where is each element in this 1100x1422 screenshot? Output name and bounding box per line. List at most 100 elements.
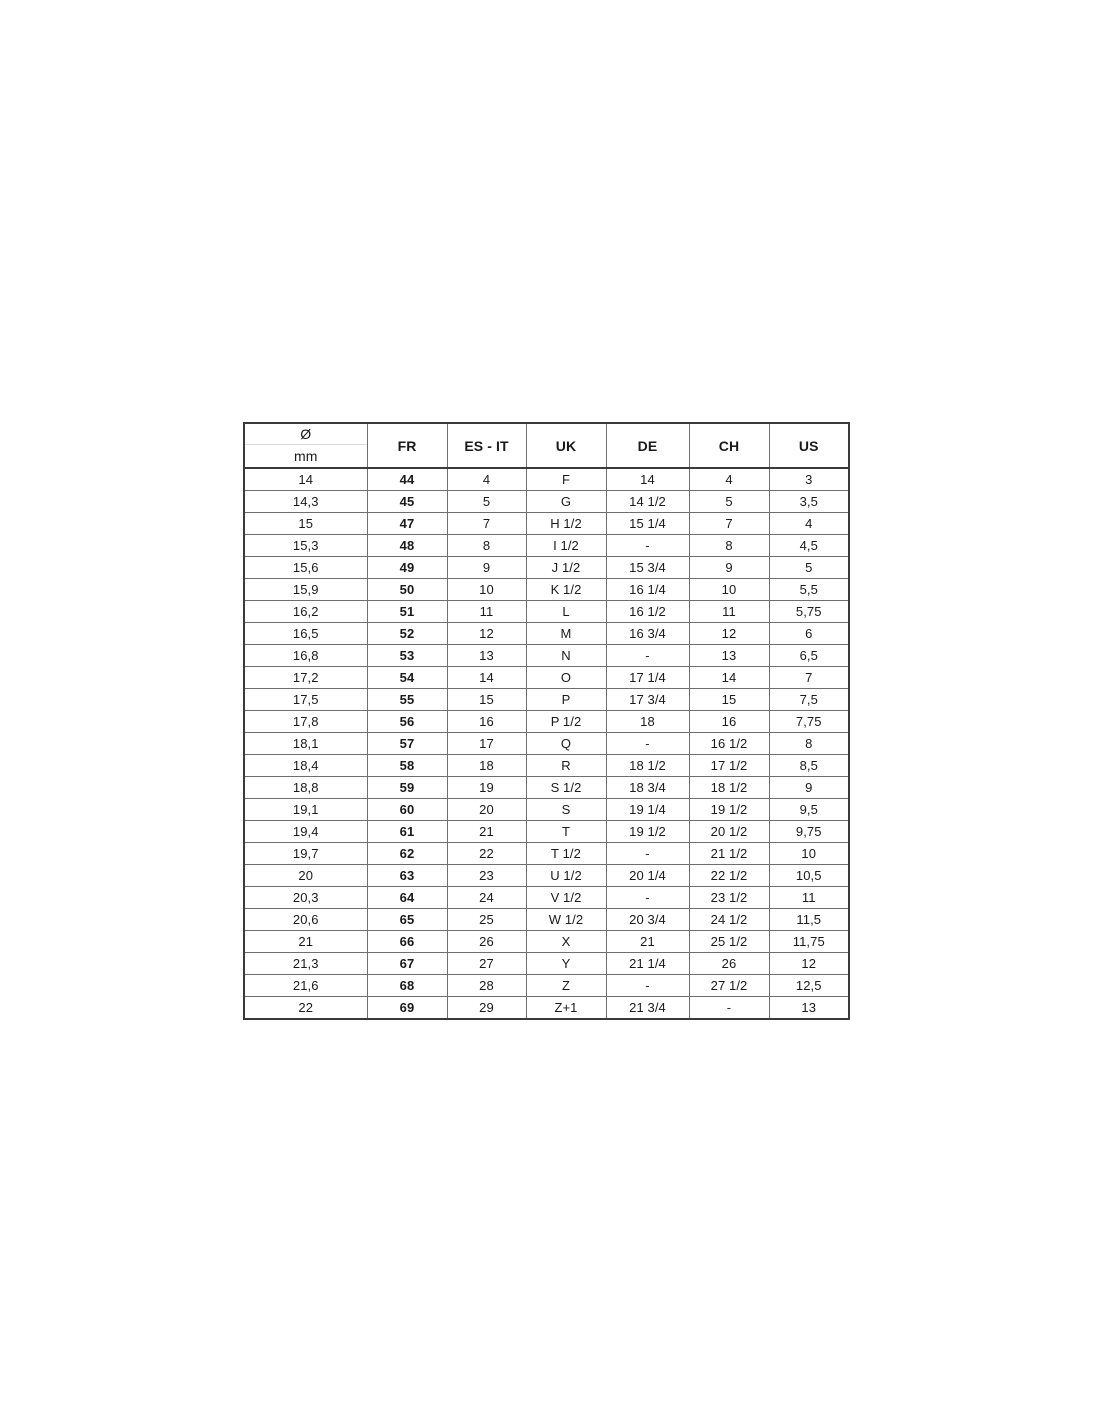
cell-ch: 25 1/2	[688, 930, 770, 953]
column-header-diameter-symbol: Ø	[245, 424, 367, 445]
cell-ch: 19 1/2	[688, 798, 770, 821]
cell-uk: T	[525, 820, 607, 843]
cell-mm: 15	[243, 512, 368, 535]
cell-de: -	[605, 842, 690, 865]
table-row: 14,3 45 5 G 14 1/2 5 3,5	[243, 490, 850, 513]
column-header-us: US	[768, 422, 850, 469]
cell-ch: 26	[688, 952, 770, 975]
cell-mm: 16,8	[243, 644, 368, 667]
cell-us: 5,75	[768, 600, 850, 623]
cell-us: 9	[768, 776, 850, 799]
cell-fr: 47	[366, 512, 448, 535]
cell-mm: 22	[243, 996, 368, 1020]
cell-uk: Y	[525, 952, 607, 975]
cell-esit: 26	[446, 930, 527, 953]
cell-us: 5	[768, 556, 850, 579]
cell-mm: 19,7	[243, 842, 368, 865]
cell-esit: 22	[446, 842, 527, 865]
cell-esit: 13	[446, 644, 527, 667]
cell-fr: 51	[366, 600, 448, 623]
cell-ch: 5	[688, 490, 770, 513]
cell-ch: 15	[688, 688, 770, 711]
ring-size-conversion-table: Ø mm FR ES - IT UK DE CH US 14 44 4 F 14 4 3 14…	[243, 422, 850, 1020]
cell-esit: 9	[446, 556, 527, 579]
cell-ch: 4	[688, 467, 770, 491]
cell-fr: 58	[366, 754, 448, 777]
cell-de: 17 1/4	[605, 666, 690, 689]
cell-uk: F	[525, 467, 607, 491]
cell-de: 15 3/4	[605, 556, 690, 579]
cell-ch: 12	[688, 622, 770, 645]
column-header-diameter-mm: Ø mm	[243, 422, 368, 469]
cell-uk: L	[525, 600, 607, 623]
cell-de: 20 3/4	[605, 908, 690, 931]
cell-us: 7,75	[768, 710, 850, 733]
cell-mm: 15,3	[243, 534, 368, 557]
cell-ch: 13	[688, 644, 770, 667]
cell-fr: 67	[366, 952, 448, 975]
cell-ch: 20 1/2	[688, 820, 770, 843]
cell-esit: 23	[446, 864, 527, 887]
cell-de: -	[605, 732, 690, 755]
cell-uk: Z+1	[525, 996, 607, 1020]
table-row: 18,1 57 17 Q -16 1/2 8	[243, 732, 850, 755]
cell-ch: 27 1/2	[688, 974, 770, 997]
cell-esit: 24	[446, 886, 527, 909]
cell-ch: -	[688, 996, 770, 1020]
cell-esit: 11	[446, 600, 527, 623]
cell-fr: 61	[366, 820, 448, 843]
cell-uk: T 1/2	[525, 842, 607, 865]
cell-esit: 28	[446, 974, 527, 997]
table-row: 22 69 29 Z+1 21 3/4-13	[243, 996, 850, 1020]
cell-mm: 18,4	[243, 754, 368, 777]
cell-fr: 55	[366, 688, 448, 711]
table-row: 15,3 48 8 I 1/2-8 4,5	[243, 534, 850, 557]
table-row: 17,5 55 15 P 17 3/4 15 7,5	[243, 688, 850, 711]
cell-us: 9,5	[768, 798, 850, 821]
cell-de: 19 1/2	[605, 820, 690, 843]
cell-de: 16 3/4	[605, 622, 690, 645]
cell-de: 21 1/4	[605, 952, 690, 975]
cell-mm: 17,8	[243, 710, 368, 733]
cell-mm: 21	[243, 930, 368, 953]
cell-esit: 4	[446, 467, 527, 491]
cell-esit: 12	[446, 622, 527, 645]
table-row: 15,6 49 9 J 1/2 15 3/4 9 5	[243, 556, 850, 579]
cell-uk: R	[525, 754, 607, 777]
table-row: 15 47 7 H 1/2 15 1/4 7 4	[243, 512, 850, 535]
cell-us: 6	[768, 622, 850, 645]
cell-mm: 20,6	[243, 908, 368, 931]
cell-ch: 18 1/2	[688, 776, 770, 799]
cell-esit: 18	[446, 754, 527, 777]
cell-us: 11	[768, 886, 850, 909]
table-row: 17,2 54 14 O 17 1/4 14 7	[243, 666, 850, 689]
cell-esit: 17	[446, 732, 527, 755]
cell-ch: 7	[688, 512, 770, 535]
cell-fr: 52	[366, 622, 448, 645]
cell-de: 18 1/2	[605, 754, 690, 777]
cell-mm: 18,1	[243, 732, 368, 755]
cell-esit: 14	[446, 666, 527, 689]
cell-fr: 53	[366, 644, 448, 667]
cell-esit: 19	[446, 776, 527, 799]
cell-esit: 27	[446, 952, 527, 975]
table-row: 19,7 62 22 T 1/2-21 1/2 10	[243, 842, 850, 865]
cell-ch: 10	[688, 578, 770, 601]
cell-uk: I 1/2	[525, 534, 607, 557]
cell-uk: P	[525, 688, 607, 711]
table-row: 20 63 23 U 1/2 20 1/4 22 1/2 10,5	[243, 864, 850, 887]
cell-fr: 66	[366, 930, 448, 953]
cell-uk: X	[525, 930, 607, 953]
column-header-fr: FR	[366, 422, 448, 469]
cell-ch: 17 1/2	[688, 754, 770, 777]
cell-us: 5,5	[768, 578, 850, 601]
table-row: 18,8 59 19 S 1/2 18 3/4 18 1/2 9	[243, 776, 850, 799]
cell-uk: N	[525, 644, 607, 667]
table-row: 15,9 50 10 K 1/2 16 1/4 10 5,5	[243, 578, 850, 601]
cell-ch: 16 1/2	[688, 732, 770, 755]
table-row: 16,2 51 11 L 16 1/2 11 5,75	[243, 600, 850, 623]
cell-esit: 21	[446, 820, 527, 843]
cell-fr: 63	[366, 864, 448, 887]
column-header-esit: ES - IT	[446, 422, 527, 469]
cell-mm: 16,2	[243, 600, 368, 623]
